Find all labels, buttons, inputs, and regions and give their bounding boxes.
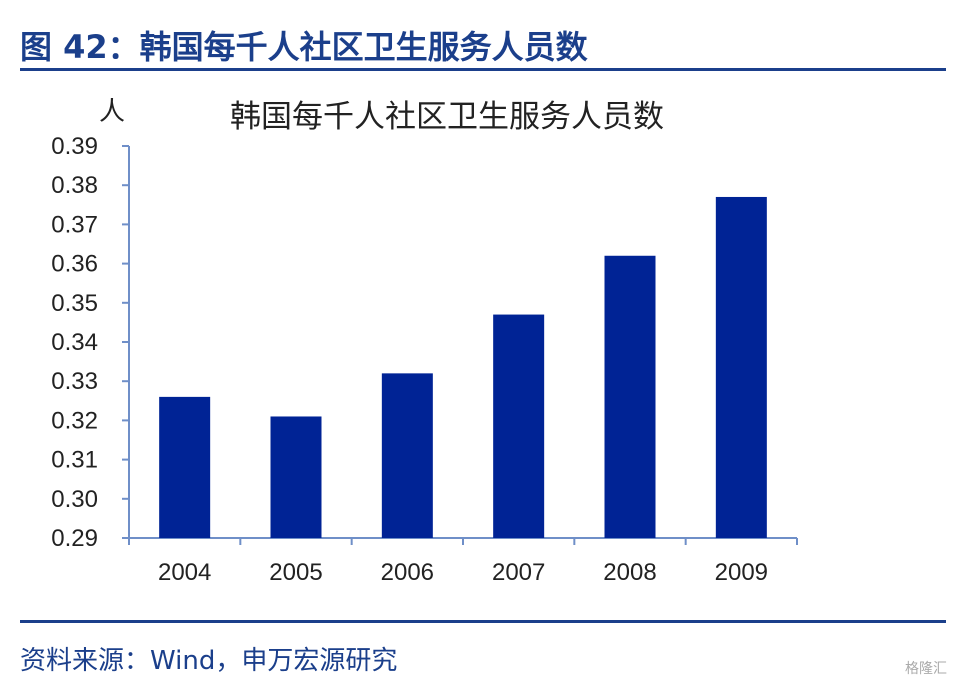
y-tick-label: 0.30 (51, 486, 98, 513)
y-tick-label: 0.37 (51, 211, 98, 238)
y-tick-label: 0.38 (51, 172, 98, 199)
x-tick-label: 2004 (158, 559, 211, 586)
y-tick-label: 0.34 (51, 329, 98, 356)
y-tick-label: 0.33 (51, 368, 98, 395)
x-tick-label: 2006 (381, 559, 434, 586)
bar-2009 (715, 196, 767, 538)
bar-2005 (270, 416, 322, 538)
y-tick-label: 0.31 (51, 447, 98, 474)
y-tick-label: 0.35 (51, 290, 98, 317)
bar-2007 (493, 314, 545, 538)
x-tick-label: 2007 (492, 559, 545, 586)
bar-chart: 韩国每千人社区卫生服务人员数 人 0.29 0.30 0.31 0.32 0.33 0.3… (51, 97, 798, 586)
chart-title: 韩国每千人社区卫生服务人员数 (230, 99, 664, 135)
bar-2004 (159, 396, 211, 538)
y-tick-label: 0.32 (51, 407, 98, 434)
y-tick-label: 0.39 (51, 133, 98, 160)
y-axis-unit-label: 人 (99, 97, 125, 127)
watermark-logo: 格隆汇 (905, 661, 947, 677)
y-tick-label: 0.36 (51, 251, 98, 278)
y-axis: 0.29 0.30 0.31 0.32 0.33 0.34 0.35 0.36 0.37 0.38… (51, 133, 130, 552)
bar-2006 (381, 373, 433, 538)
top-divider (20, 68, 946, 71)
bottom-divider (20, 620, 946, 623)
x-tick-label: 2009 (715, 559, 768, 586)
x-tick-label: 2008 (603, 559, 656, 586)
figure-title: 图 42：韩国每千人社区卫生服务人员数 (20, 28, 588, 66)
bar-2008 (604, 255, 656, 538)
y-tick-label: 0.29 (51, 525, 98, 552)
bars (159, 196, 767, 538)
x-tick-label: 2005 (269, 559, 322, 586)
source-note: 资料来源：Wind，申万宏源研究 (20, 646, 398, 676)
x-axis: 2004 2005 2006 2007 2008 2009 (128, 537, 798, 586)
